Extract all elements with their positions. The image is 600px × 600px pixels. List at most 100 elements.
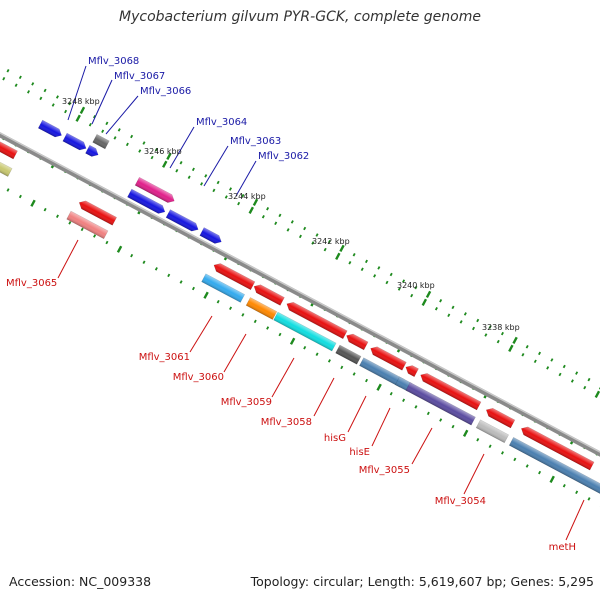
map-title: Mycobacterium gilvum PYR-GCK, complete g… — [119, 9, 481, 25]
tick-mark — [463, 312, 467, 316]
gene-label[interactable]: Mflv_3068 — [88, 56, 139, 67]
tick-mark — [200, 182, 204, 186]
tick-mark — [348, 260, 352, 265]
tick-mark — [88, 122, 92, 127]
tick-mark — [562, 364, 566, 369]
tick-mark — [421, 298, 428, 306]
gene-feature[interactable] — [127, 188, 167, 216]
tick-mark — [167, 273, 171, 278]
gene-label[interactable]: Mflv_3061 — [139, 352, 190, 363]
gene-feature[interactable] — [335, 344, 362, 365]
tick-mark — [512, 336, 518, 345]
tick-mark — [229, 187, 233, 191]
gene-features — [0, 119, 600, 498]
gene-feature[interactable] — [0, 137, 18, 160]
ruler-label: 3240 kbp — [397, 281, 435, 290]
leader-line — [411, 427, 433, 465]
leader-line — [371, 407, 391, 447]
gene-feature[interactable] — [245, 297, 278, 320]
gene-label[interactable]: Mflv_3059 — [221, 397, 272, 408]
leader-line — [313, 377, 335, 417]
tick-mark — [376, 383, 382, 391]
gene-feature[interactable] — [475, 419, 509, 444]
tick-mark — [68, 221, 72, 225]
gene-feature[interactable] — [0, 158, 13, 177]
gene-label[interactable]: metH — [549, 542, 576, 553]
tick-mark — [462, 429, 469, 437]
gene-feature[interactable] — [134, 176, 176, 205]
gene-label[interactable]: Mflv_3058 — [261, 417, 312, 428]
tick-mark — [216, 180, 220, 185]
gene-feature[interactable] — [165, 209, 200, 234]
gene-label[interactable]: Mflv_3064 — [196, 117, 247, 128]
gene-label[interactable]: Mflv_3066 — [140, 86, 191, 97]
gene-feature[interactable] — [37, 119, 63, 139]
tick-mark — [389, 272, 393, 277]
gene-feature[interactable] — [369, 344, 407, 371]
tick-mark — [286, 228, 290, 232]
leader-line — [189, 315, 213, 353]
gene-feature[interactable] — [66, 210, 109, 240]
gene-feature[interactable] — [77, 199, 117, 226]
gene-label[interactable]: hisE — [349, 447, 370, 458]
tick-mark — [30, 199, 36, 207]
tick-mark — [229, 306, 233, 311]
tick-mark — [397, 287, 401, 291]
gene-feature[interactable] — [285, 300, 348, 340]
tick-mark — [117, 128, 121, 132]
gene-label[interactable]: Mflv_3055 — [359, 465, 410, 476]
backbone-highlight — [0, 95, 600, 491]
tick-mark — [31, 82, 35, 86]
gene-feature[interactable] — [405, 382, 476, 426]
tick-mark — [18, 194, 22, 199]
tick-mark — [138, 149, 142, 153]
tick-mark — [179, 280, 183, 284]
gene-label[interactable]: hisG — [324, 433, 346, 444]
tick-mark — [154, 147, 158, 152]
gene-feature[interactable] — [359, 357, 405, 388]
gene-label[interactable]: Mflv_3065 — [6, 278, 57, 289]
tick-mark — [315, 233, 319, 237]
tick-mark — [335, 252, 341, 260]
tick-mark — [68, 101, 72, 106]
tick-mark — [340, 365, 344, 370]
gene-feature[interactable] — [252, 282, 285, 306]
gene-feature[interactable] — [62, 132, 88, 152]
tick-mark — [538, 470, 542, 475]
tick-mark — [439, 299, 443, 303]
gene-feature[interactable] — [212, 261, 256, 291]
gene-label[interactable]: Mflv_3063 — [230, 136, 281, 147]
tick-mark — [105, 240, 109, 245]
tick-mark — [323, 247, 327, 252]
tick-mark — [55, 95, 59, 99]
gene-feature[interactable] — [201, 273, 246, 303]
gene-feature[interactable] — [519, 425, 595, 471]
gene-feature[interactable] — [85, 144, 100, 159]
tick-mark — [538, 351, 542, 356]
tick-mark — [339, 244, 345, 252]
gene-feature[interactable] — [418, 371, 482, 411]
ruler-label: 3244 kbp — [228, 192, 266, 201]
gene-label[interactable]: Mflv_3054 — [435, 496, 486, 507]
gene-feature[interactable] — [484, 406, 516, 429]
tick-mark — [191, 167, 195, 172]
gene-feature[interactable] — [273, 311, 337, 352]
gene-feature[interactable] — [508, 437, 600, 498]
tick-mark — [266, 326, 270, 330]
tick-mark — [439, 418, 443, 422]
tick-mark — [241, 313, 245, 317]
tick-mark — [402, 398, 406, 403]
gene-feature[interactable] — [199, 227, 224, 246]
gene-feature[interactable] — [344, 332, 369, 351]
gene-label[interactable]: Mflv_3060 — [173, 372, 224, 383]
tick-mark — [162, 160, 168, 168]
tick-mark — [525, 464, 529, 468]
tick-mark — [216, 299, 220, 304]
gene-feature[interactable] — [92, 134, 110, 150]
tick-mark — [521, 352, 525, 357]
gene-feature[interactable] — [404, 363, 419, 378]
gene-label[interactable]: Mflv_3067 — [114, 71, 165, 82]
tick-mark — [290, 220, 294, 224]
gene-label[interactable]: Mflv_3062 — [258, 151, 309, 162]
tick-mark — [303, 345, 307, 350]
